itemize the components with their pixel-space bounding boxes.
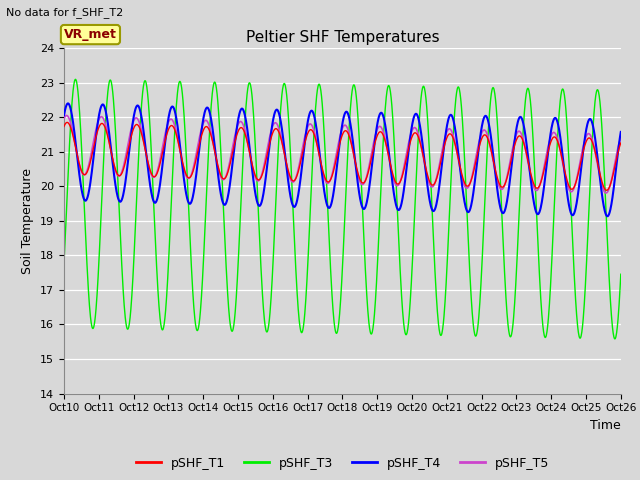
Text: No data for f_SHF_T2: No data for f_SHF_T2 — [6, 7, 124, 18]
Y-axis label: Soil Temperature: Soil Temperature — [22, 168, 35, 274]
Text: VR_met: VR_met — [64, 28, 117, 41]
X-axis label: Time: Time — [590, 419, 621, 432]
Legend: pSHF_T1, pSHF_T3, pSHF_T4, pSHF_T5: pSHF_T1, pSHF_T3, pSHF_T4, pSHF_T5 — [131, 452, 554, 475]
Title: Peltier SHF Temperatures: Peltier SHF Temperatures — [246, 30, 439, 46]
